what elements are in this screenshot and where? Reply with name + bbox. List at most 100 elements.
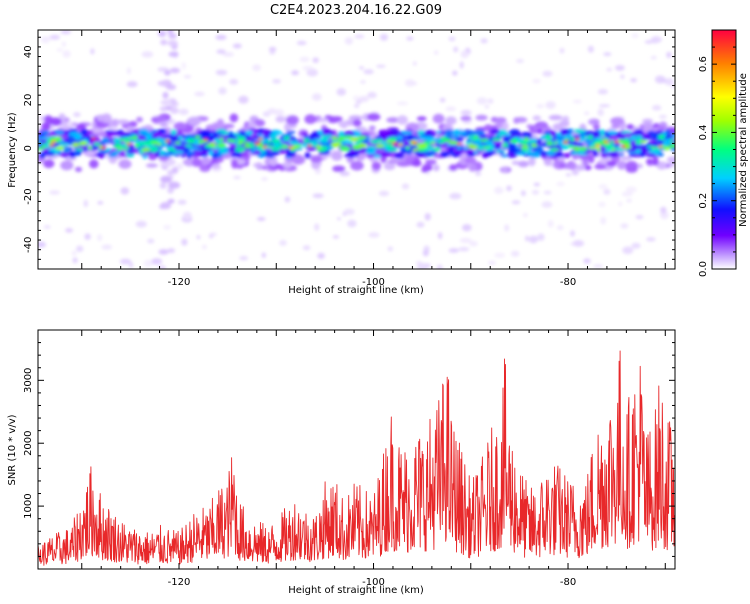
spectrogram-cell-141 [181, 238, 188, 246]
spectrogram-cell-24 [412, 61, 417, 66]
spectrogram-cell-1537 [489, 128, 501, 135]
spectrogram-cell-157 [76, 245, 84, 253]
spectrogram-cell-1593 [254, 150, 261, 155]
spectrogram-cell-1727 [151, 146, 159, 152]
spectrogram-cell-1606 [322, 128, 331, 136]
spectrogram-cell-407 [89, 159, 99, 169]
spectrogram-cell-634 [387, 158, 401, 164]
spectrogram-cell-177 [83, 199, 89, 208]
spectrogram-cell-1875 [426, 137, 434, 141]
spectrogram-cell-295 [161, 99, 172, 106]
spectrogram-cell-105 [49, 190, 60, 195]
spectrogram-cell-1553 [154, 151, 161, 156]
spectrogram-cell-228 [556, 181, 565, 187]
spectrogram-cell-49 [600, 216, 607, 225]
spectrogram-cell-283 [164, 70, 171, 76]
spectrogram-cell-121 [439, 97, 446, 103]
spectrogram-cell-606 [619, 156, 632, 161]
spectrogram-cell-613 [71, 122, 79, 127]
spectrogram-cell-284 [167, 40, 178, 47]
spectrogram-cell-1689 [412, 148, 419, 152]
spectrogram-cell-1842 [87, 146, 93, 150]
spectrogram-cell-1835 [477, 146, 485, 151]
spectrogram-cell-658 [610, 117, 625, 126]
spectrogram-cell-1573 [162, 152, 173, 158]
spectrogram-cell-927 [88, 144, 98, 152]
spectrogram-cell-1394 [170, 129, 177, 136]
spectrogram-cell-516 [582, 159, 589, 166]
spectrogram-cell-1816 [635, 139, 641, 145]
spectrogram-cell-223 [314, 223, 320, 231]
spectrogram-cell-1896 [49, 143, 55, 147]
spectrogram-cell-215 [215, 34, 227, 41]
spectrogram-cell-1836 [418, 147, 428, 151]
spectrogram-y-ticks: 40 20 0 -20 -40 [23, 36, 675, 270]
spectrogram-cell-126 [510, 250, 520, 257]
spectrogram-cell-242 [358, 96, 369, 103]
spectrogram-cell-692 [552, 123, 564, 131]
snr-ytick-label: 1000 [23, 493, 34, 518]
spectrogram-cell-1823 [260, 139, 268, 144]
spectrogram-cell-1226 [400, 131, 413, 135]
spectrogram-cell-212 [458, 247, 470, 252]
spectrogram-cell-1855 [529, 140, 537, 144]
spectrogram-cell-384 [396, 115, 408, 125]
spectrogram-cell-675 [215, 157, 224, 163]
spectrogram-cell-1880 [203, 138, 209, 141]
spectrogram-cell-30 [543, 190, 552, 195]
spectrogram-cell-265 [167, 187, 174, 194]
spectrogram-cell-14 [376, 64, 386, 68]
spectrogram-cell-208 [101, 244, 113, 250]
spectrogram-cell-695 [568, 161, 577, 171]
spectrogram-cell-1810 [343, 135, 353, 140]
spectrogram-cell-1361 [657, 152, 664, 157]
spectrogram-cell-1481 [281, 133, 293, 138]
spectrogram-cell-1466 [309, 133, 316, 140]
spectrogram-cell-1583 [406, 150, 412, 156]
spectrogram-cell-1536 [173, 145, 185, 151]
spectrogram-cell-1639 [521, 147, 527, 153]
spectrogram-cell-139 [598, 104, 611, 108]
spectrogram-cell-101 [120, 187, 130, 195]
spectrogram-cell-149 [593, 264, 603, 268]
spectrogram-cell-203 [269, 51, 276, 55]
spectrogram-panel: -120 -100 -80 40 20 0 -20 -40 Height of straig… [7, 29, 676, 296]
spectrogram-cell-659 [332, 116, 343, 122]
spectrogram-cell-1902 [288, 146, 294, 149]
spectrogram-cell-385 [433, 164, 440, 172]
spectrogram-cell-213 [536, 104, 545, 109]
spectrogram-cell-1673 [271, 138, 281, 144]
snr-y-axis-label: SNR (10 * v/v) [7, 414, 18, 485]
spectrogram-cell-1525 [142, 131, 153, 136]
spectrogram-cell-1753 [59, 143, 70, 147]
spectrogram-cell-248 [143, 259, 154, 267]
spectrogram-cell-1576 [172, 150, 184, 154]
colorbar-tick-label: 0.4 [698, 124, 709, 140]
spectrogram-cell-226 [97, 201, 104, 205]
spectrogram-cell-452 [74, 166, 83, 173]
spectrogram-cell-162 [571, 169, 579, 176]
spectrogram-cell-1452 [394, 152, 405, 159]
spectrogram-cell-687 [501, 167, 509, 173]
spectrogram-cell-58 [60, 30, 71, 35]
spectrogram-cell-169 [126, 81, 138, 88]
spectrogram-y-axis-label: Frequency (Hz) [7, 112, 18, 188]
spectrogram-cell-718 [626, 124, 634, 130]
spectrogram-cell-1285 [545, 150, 555, 157]
spectrogram-cell-1057 [619, 153, 625, 157]
spectrogram-cell-1854 [427, 145, 435, 151]
spectrogram-cell-1364 [200, 147, 212, 152]
spectrogram-cell-81 [533, 182, 540, 187]
spectrogram-cell-67 [459, 238, 472, 243]
spectrogram-cell-614 [528, 157, 536, 167]
spectrogram-cell-1618 [511, 147, 519, 154]
spectrogram-cell-1764 [204, 144, 214, 149]
spectrogram-cell-1884 [574, 137, 580, 141]
spectrogram-cell-600 [331, 151, 343, 161]
snr-xtick-label: -100 [362, 577, 385, 588]
spectrogram-cell-1853 [519, 140, 529, 145]
spectrogram-cell-7 [354, 34, 365, 39]
spectrogram-cell-1416 [617, 133, 625, 140]
spectrogram-cell-1732 [588, 146, 598, 150]
spectrogram-cell-26 [453, 46, 459, 53]
